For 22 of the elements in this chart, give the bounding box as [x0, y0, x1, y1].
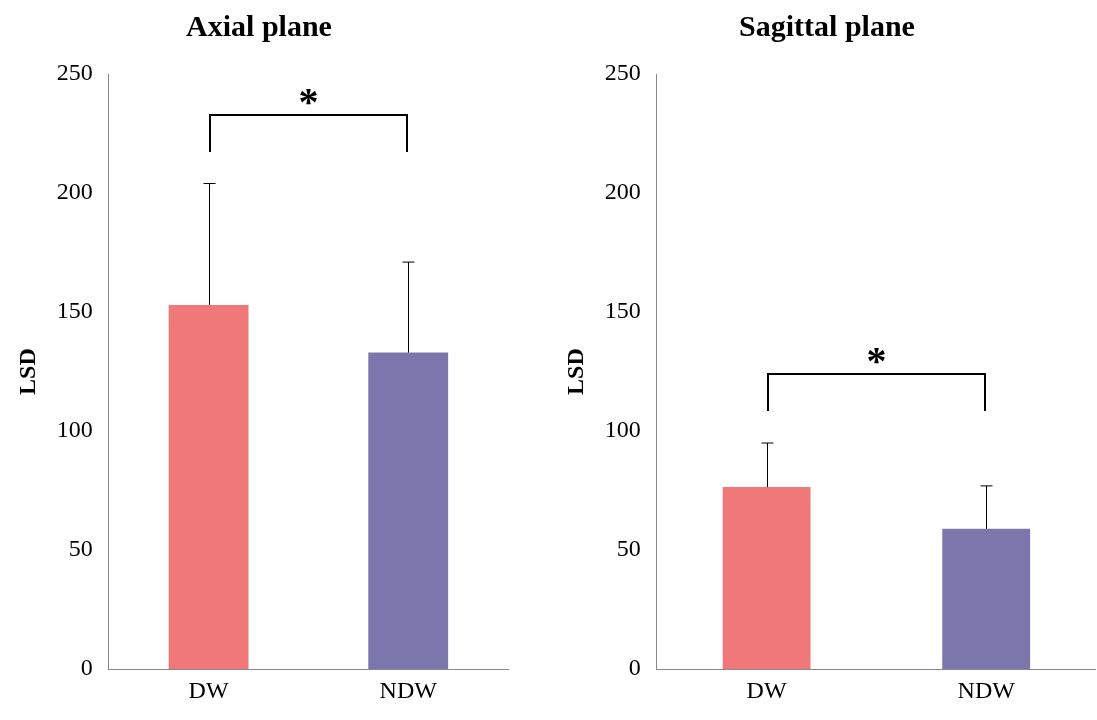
- y-axis-title: LSD: [561, 348, 588, 395]
- y-tick-label: 50: [68, 535, 93, 562]
- y-tick-label: 150: [604, 297, 641, 324]
- y-tick-label: 200: [604, 178, 641, 205]
- y-tick-label: 0: [80, 654, 93, 681]
- x-tick-label: DW: [188, 676, 229, 703]
- x-tick-label: NDW: [379, 676, 438, 703]
- y-tick-label: 150: [56, 297, 93, 324]
- chart-title: Sagittal plane: [739, 8, 915, 42]
- x-tick-label: NDW: [957, 676, 1016, 703]
- y-tick-label: 200: [56, 178, 93, 205]
- y-tick-label: 250: [604, 59, 641, 86]
- y-tick-label: 100: [604, 416, 641, 443]
- y-axis-title: LSD: [13, 348, 40, 395]
- annotation: *: [865, 338, 888, 384]
- y-tick-label: 0: [628, 654, 641, 681]
- y-tick-label: 50: [616, 535, 641, 562]
- chart-title: Axial plane: [186, 8, 332, 42]
- annotation: *: [297, 78, 320, 124]
- y-tick-label: 100: [56, 416, 93, 443]
- x-tick-label: DW: [746, 676, 787, 703]
- y-tick-label: 250: [56, 59, 93, 86]
